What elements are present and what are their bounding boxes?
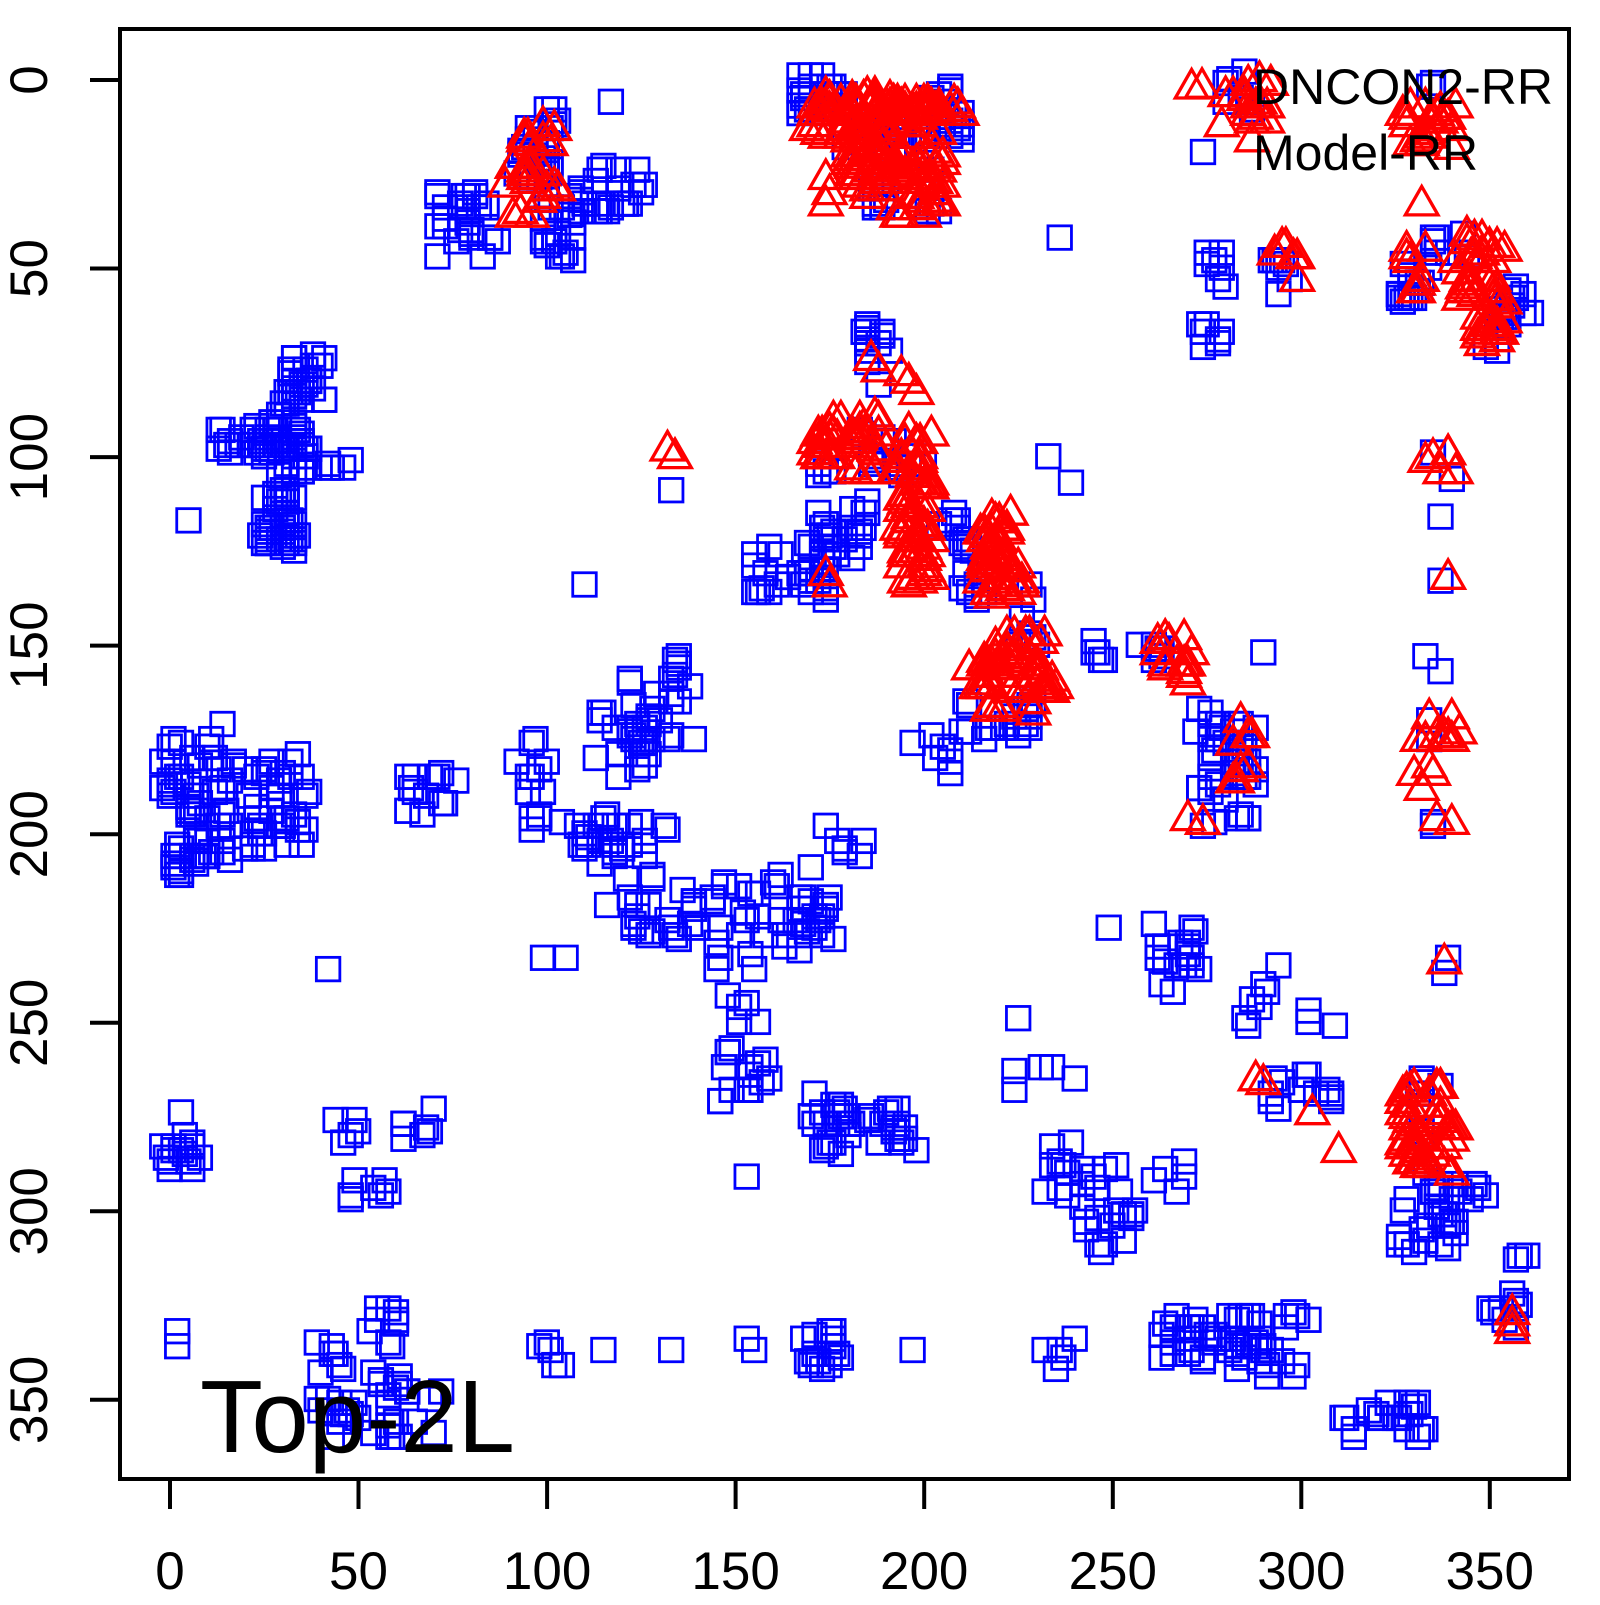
svg-text:250: 250 <box>0 979 59 1067</box>
svg-text:150: 150 <box>0 601 59 689</box>
svg-text:350: 350 <box>0 1356 59 1444</box>
svg-text:150: 150 <box>691 1542 779 1600</box>
svg-text:Model-RR: Model-RR <box>1253 125 1478 181</box>
svg-text:200: 200 <box>0 790 59 878</box>
svg-text:DNCON2-RR: DNCON2-RR <box>1253 59 1553 115</box>
svg-text:350: 350 <box>1446 1542 1534 1600</box>
svg-text:100: 100 <box>0 413 59 501</box>
svg-text:50: 50 <box>0 239 59 298</box>
svg-text:200: 200 <box>880 1542 968 1600</box>
svg-text:Top-2L: Top-2L <box>200 1359 515 1474</box>
svg-text:250: 250 <box>1069 1542 1157 1600</box>
svg-text:100: 100 <box>503 1542 591 1600</box>
svg-text:50: 50 <box>329 1542 388 1600</box>
svg-text:0: 0 <box>155 1542 184 1600</box>
svg-text:0: 0 <box>0 65 59 94</box>
svg-text:300: 300 <box>0 1167 59 1255</box>
svg-text:300: 300 <box>1257 1542 1345 1600</box>
